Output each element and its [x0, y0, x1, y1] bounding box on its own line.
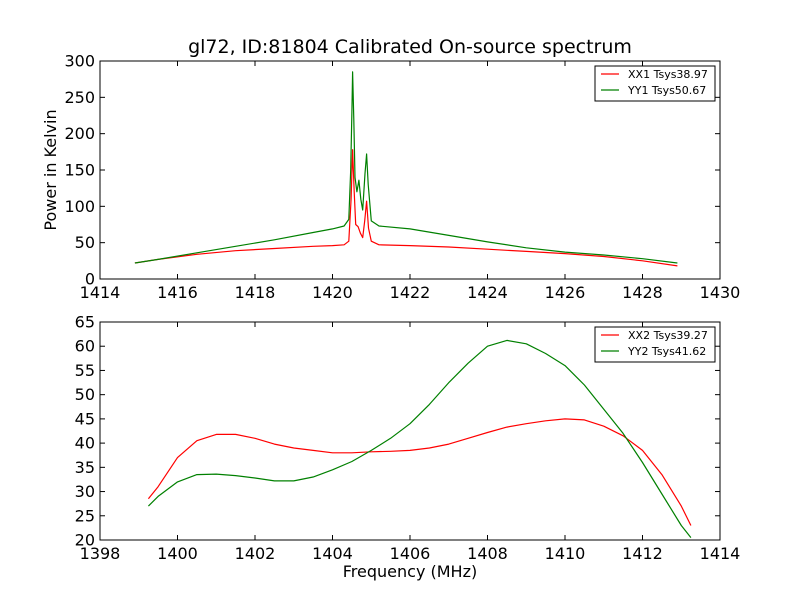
- y-tick-label: 50: [75, 233, 95, 252]
- x-tick-label: 1416: [157, 283, 198, 302]
- top-legend: XX1 Tsys38.97 YY1 Tsys50.67: [594, 65, 716, 102]
- y-tick-label: 40: [75, 434, 95, 453]
- top-plot-area: [134, 71, 678, 267]
- bottom-legend-label-xx2: XX2 Tsys39.27: [628, 329, 708, 342]
- y-tick-label: 65: [75, 313, 95, 332]
- series-line-xx2: [147, 418, 692, 526]
- x-tick-label: 1400: [157, 544, 198, 563]
- y-tick-label: 250: [64, 88, 95, 107]
- series-line-yy2: [147, 339, 692, 538]
- y-tick-label: 150: [64, 161, 95, 180]
- top-legend-label-xx1: XX1 Tsys38.97: [628, 68, 708, 81]
- y-tick-label: 20: [75, 531, 95, 550]
- bottom-x-axis-label: Frequency (MHz): [343, 562, 477, 581]
- x-tick-label: 1418: [235, 283, 276, 302]
- x-tick-label: 1426: [545, 283, 586, 302]
- x-tick-label: 1414: [80, 283, 121, 302]
- y-tick-label: 200: [64, 124, 95, 143]
- x-tick-label: 1412: [622, 544, 663, 563]
- y-tick-label: 50: [75, 385, 95, 404]
- top-spectrum-panel: gl72, ID:81804 Calibrated On-source spec…: [41, 36, 740, 302]
- y-tick-label: 45: [75, 409, 95, 428]
- top-legend-box: [594, 65, 716, 102]
- top-y-axis-label: Power in Kelvin: [41, 109, 60, 230]
- bottom-plot-area: [147, 339, 692, 538]
- x-tick-label: 1410: [545, 544, 586, 563]
- y-tick-label: 300: [64, 52, 95, 71]
- bottom-axis-ticks: 1398 1400 1402 1404 1406 1408 1410 1412 1414 20 25…: [75, 313, 741, 564]
- y-tick-label: 35: [75, 458, 95, 477]
- top-legend-label-yy1: YY1 Tsys50.67: [627, 84, 706, 97]
- bottom-legend-label-yy2: YY2 Tsys41.62: [627, 345, 706, 358]
- y-tick-label: 30: [75, 482, 95, 501]
- y-tick-label: 55: [75, 361, 95, 380]
- x-tick-label: 1402: [235, 544, 276, 563]
- top-axis-ticks: 1414 1416 1418 1420 1422 1424 1426 1428 1430 0 50 1…: [64, 52, 740, 303]
- bottom-legend: XX2 Tsys39.27 YY2 Tsys41.62: [594, 326, 716, 363]
- x-tick-label: 1420: [312, 283, 353, 302]
- y-tick-label: 25: [75, 506, 95, 525]
- y-tick-label: 60: [75, 337, 95, 356]
- x-tick-label: 1430: [700, 283, 741, 302]
- x-tick-label: 1422: [390, 283, 431, 302]
- y-tick-label: 0: [85, 270, 95, 289]
- y-tick-label: 100: [64, 197, 95, 216]
- x-tick-label: 1414: [700, 544, 741, 563]
- x-tick-label: 1424: [467, 283, 508, 302]
- x-tick-label: 1406: [390, 544, 431, 563]
- series-line-yy1: [134, 71, 678, 264]
- x-tick-label: 1398: [80, 544, 121, 563]
- series-line-xx1: [134, 149, 678, 267]
- bottom-spectrum-panel: 1398 1400 1402 1404 1406 1408 1410 1412 1414 20 25…: [75, 313, 741, 582]
- x-tick-label: 1404: [312, 544, 353, 563]
- x-tick-label: 1428: [622, 283, 663, 302]
- x-tick-label: 1408: [467, 544, 508, 563]
- bottom-legend-box: [594, 326, 716, 363]
- chart-title: gl72, ID:81804 Calibrated On-source spec…: [188, 36, 632, 58]
